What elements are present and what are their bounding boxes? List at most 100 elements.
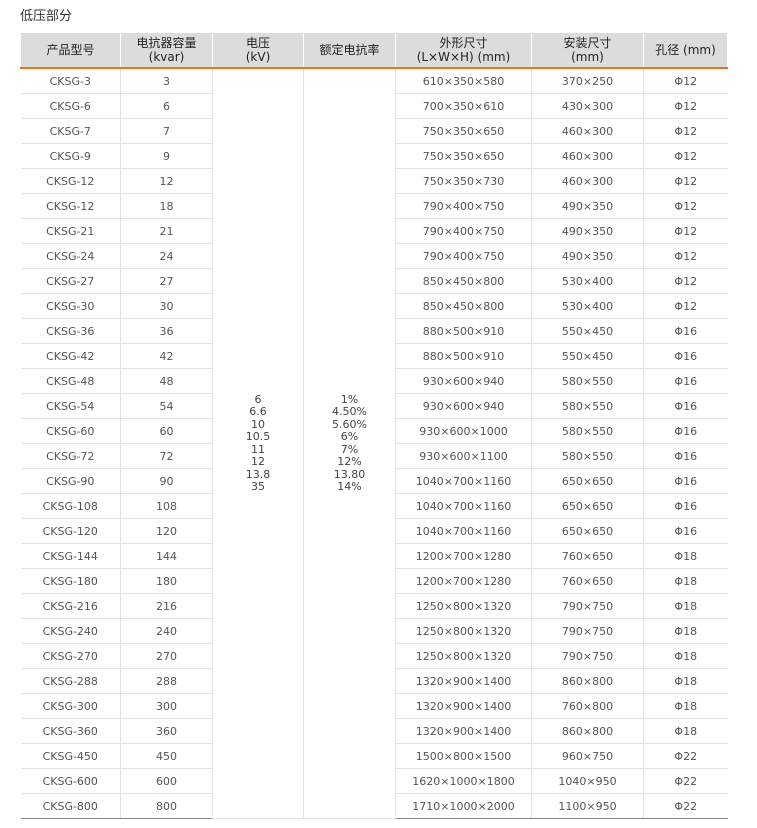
install-size-cell: 430×300 — [531, 93, 644, 119]
table-row: CKSG-800 800 1710×1000×2000 1100×950 Φ22 — [20, 793, 728, 819]
dimensions-cell: 1040×700×1160 — [395, 518, 532, 544]
reactance-rate-cell-value: 6% — [340, 430, 359, 443]
hole-cell: Φ12 — [643, 293, 728, 319]
dimensions-cell: 930×600×1000 — [395, 418, 532, 444]
dimensions-cell: 930×600×1100 — [395, 443, 532, 469]
model-cell: CKSG-180 — [20, 568, 121, 594]
model-cell: CKSG-120 — [20, 518, 121, 544]
model-cell: CKSG-42 — [20, 343, 121, 369]
hole-cell: Φ16 — [643, 493, 728, 519]
dimensions-cell: 850×450×800 — [395, 268, 532, 294]
hole-cell: Φ16 — [643, 393, 728, 419]
table-row: CKSG-216 216 1250×800×1320 790×750 Φ18 — [20, 593, 728, 619]
capacity-cell: 27 — [120, 268, 213, 294]
model-cell: CKSG-27 — [20, 268, 121, 294]
header-text: 外形尺寸 — [439, 36, 488, 50]
hole-cell: Φ18 — [643, 618, 728, 644]
install-size-cell: 530×400 — [531, 293, 644, 319]
table-row: CKSG-12 12 750×350×730 460×300 Φ12 — [20, 168, 728, 194]
install-size-cell: 760×650 — [531, 568, 644, 594]
capacity-cell: 54 — [120, 393, 213, 419]
model-cell: CKSG-600 — [20, 768, 121, 794]
hole-cell: Φ16 — [643, 318, 728, 344]
capacity-cell: 270 — [120, 643, 213, 669]
table-row: CKSG-72 72 930×600×1100 580×550 Φ16 — [20, 443, 728, 469]
hole-cell: Φ18 — [643, 593, 728, 619]
model-cell: CKSG-6 — [20, 93, 121, 119]
reactance-rate-cell-value: 7% — [340, 442, 359, 456]
table-row: CKSG-360 360 1320×900×1400 860×800 Φ18 — [20, 718, 728, 744]
voltage-cell-value: 35 — [251, 480, 265, 493]
voltage-cell-value: 12 — [251, 455, 265, 468]
model-cell: CKSG-7 — [20, 118, 121, 144]
install-size-cell: 790×750 — [531, 618, 644, 644]
hole-cell: Φ12 — [643, 218, 728, 244]
table-row: CKSG-270 270 1250×800×1320 790×750 Φ18 — [20, 643, 728, 669]
dimensions-cell: 750×350×730 — [395, 168, 532, 194]
install-size-cell: 790×750 — [531, 643, 644, 669]
dimensions-cell: 610×350×580 — [395, 67, 532, 94]
hole-cell: Φ18 — [643, 568, 728, 594]
dimensions-cell: 880×500×910 — [395, 318, 532, 344]
model-cell: CKSG-288 — [20, 668, 121, 694]
model-cell: CKSG-450 — [20, 743, 121, 769]
install-size-cell: 370×250 — [531, 67, 644, 94]
voltage-cell-value: 13.8 — [245, 467, 271, 481]
reactance-rate-cell-value: 4.50% — [332, 405, 367, 418]
capacity-cell: 6 — [120, 93, 213, 119]
header-text: 电抗器容量 — [136, 36, 197, 50]
capacity-cell: 216 — [120, 593, 213, 619]
hole-cell: Φ12 — [643, 143, 728, 169]
capacity-cell: 18 — [120, 193, 213, 219]
capacity-cell: 600 — [120, 768, 213, 794]
model-cell: CKSG-240 — [20, 618, 121, 644]
hole-cell: Φ16 — [643, 343, 728, 369]
dimensions-cell: 790×400×750 — [395, 218, 532, 244]
model-cell: CKSG-12 — [20, 193, 121, 219]
install-size-cell: 790×750 — [531, 593, 644, 619]
capacity-cell: 800 — [120, 793, 213, 819]
model-cell: CKSG-300 — [20, 693, 121, 719]
capacity-cell: 108 — [120, 493, 213, 519]
header-text: (L×W×H) (mm) — [416, 50, 511, 64]
install-size-cell: 580×550 — [531, 393, 644, 419]
install-size-cell: 550×450 — [531, 343, 644, 369]
dimensions-cell: 790×400×750 — [395, 243, 532, 269]
dimensions-cell: 880×500×910 — [395, 343, 532, 369]
dimensions-cell: 1250×800×1320 — [395, 593, 532, 619]
capacity-cell: 3 — [120, 67, 213, 94]
dimensions-cell: 1320×900×1400 — [395, 718, 532, 744]
header-text: 电压 — [245, 36, 270, 50]
install-size-cell: 550×450 — [531, 318, 644, 344]
install-size-cell: 460×300 — [531, 168, 644, 194]
spec-table: 产品型号 电抗器容量 (kvar) 电压 (kV) 额定电抗率 外形尺寸 (L×W×H) (m… — [20, 33, 728, 819]
header-text: 安装尺寸 — [563, 36, 612, 50]
voltage-cell: 6 6.6 10 10.5 11 12 13.8 35 — [212, 67, 304, 819]
capacity-cell: 120 — [120, 518, 213, 544]
header-model: 产品型号 — [20, 33, 121, 69]
dimensions-cell: 930×600×940 — [395, 393, 532, 419]
dimensions-cell: 1040×700×1160 — [395, 468, 532, 494]
install-size-cell: 490×350 — [531, 193, 644, 219]
model-cell: CKSG-54 — [20, 393, 121, 419]
model-cell: CKSG-108 — [20, 493, 121, 519]
install-size-cell: 650×650 — [531, 518, 644, 544]
dimensions-cell: 1040×700×1160 — [395, 493, 532, 519]
install-size-cell: 860×800 — [531, 718, 644, 744]
section-title: 低压部分 — [20, 9, 73, 24]
hole-cell: Φ18 — [643, 718, 728, 744]
header-text: (kvar) — [148, 50, 185, 64]
capacity-cell: 300 — [120, 693, 213, 719]
model-cell: CKSG-360 — [20, 718, 121, 744]
header-text: (kV) — [245, 50, 271, 64]
header-dimensions: 外形尺寸 (L×W×H) (mm) — [395, 33, 532, 69]
hole-cell: Φ12 — [643, 93, 728, 119]
header-hole-diameter: 孔径 (mm) — [643, 33, 728, 69]
capacity-cell: 360 — [120, 718, 213, 744]
model-cell: CKSG-12 — [20, 168, 121, 194]
install-size-cell: 580×550 — [531, 418, 644, 444]
model-cell: CKSG-21 — [20, 218, 121, 244]
install-size-cell: 490×350 — [531, 218, 644, 244]
reactance-rate-cell-value: 1% — [340, 392, 359, 406]
voltage-cell-value: 10.5 — [245, 430, 271, 443]
